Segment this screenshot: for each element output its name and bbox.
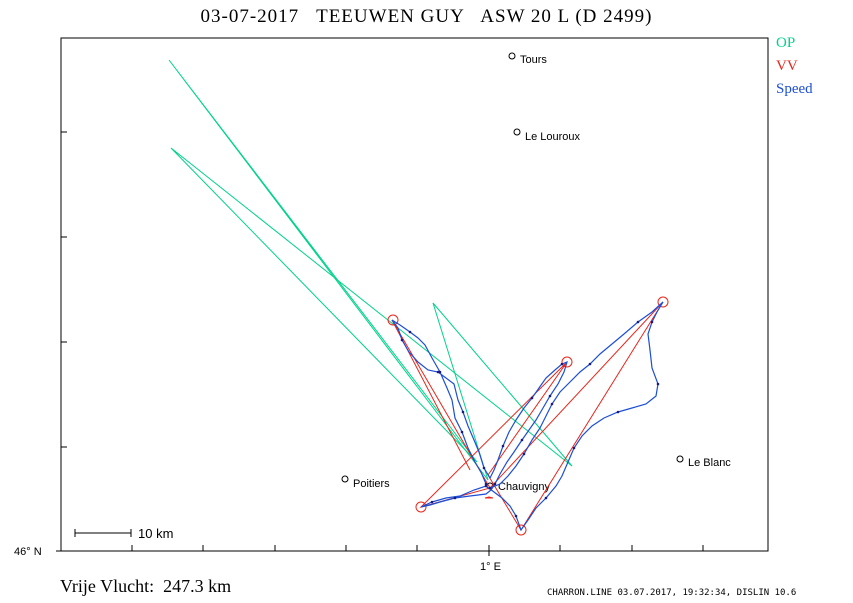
op-line xyxy=(168,59,489,481)
vv-turnpoints xyxy=(387,296,669,536)
place-le-blanc: Le Blanc xyxy=(676,455,731,469)
flight-track xyxy=(391,301,664,532)
place-label: Le Louroux xyxy=(525,131,581,143)
track-fix-dot xyxy=(484,484,488,488)
track-fix-dot xyxy=(544,496,548,500)
track-fix-dot xyxy=(482,466,486,470)
bottom-ticks xyxy=(131,545,704,556)
circle-marker-icon xyxy=(341,475,349,483)
free-flight-distance: Vrije Vlucht: 247.3 km xyxy=(60,576,232,596)
track-fix-dot xyxy=(461,410,465,414)
op-line xyxy=(170,147,573,467)
track-fix-dot xyxy=(400,338,404,342)
track-fix-dot xyxy=(550,402,554,406)
legend-item-speed: Speed xyxy=(776,81,813,97)
legend-item-op: OP xyxy=(776,35,796,51)
legend: OP VV Speed xyxy=(776,32,813,101)
track-fix-dot xyxy=(430,500,434,504)
left-ticks xyxy=(56,131,67,552)
legend-item-vv: VV xyxy=(776,58,798,74)
track-fix-dot xyxy=(520,438,524,442)
track-fix-dot xyxy=(650,320,654,324)
track-segment xyxy=(391,301,664,532)
place-chauvigny: Chauvigny xyxy=(486,481,550,493)
track-fix-dot xyxy=(588,362,592,366)
start-triangle xyxy=(484,496,494,499)
track-fix-dot xyxy=(514,514,518,518)
lon-axis-label: 1° E xyxy=(480,561,501,573)
track-fix-dot xyxy=(488,486,492,490)
place-label: Le Blanc xyxy=(688,457,731,469)
track-fix-dot xyxy=(548,394,552,398)
place-le-louroux: Le Louroux xyxy=(513,128,581,143)
track-fix-dot xyxy=(460,430,464,434)
map-title: 03-07-2017 TEEUWEN GUY ASW 20 L (D 2499) xyxy=(200,6,653,27)
place-label: Tours xyxy=(520,54,547,66)
circle-marker-icon xyxy=(513,128,521,136)
software-stamp: CHARRON.LINE 03.07.2017, 19:32:34, DISLI… xyxy=(547,588,797,598)
track-fix-dot xyxy=(501,444,505,448)
track-fix-dot xyxy=(656,382,660,386)
map-frame xyxy=(60,37,769,552)
track-fix-dot xyxy=(453,496,457,500)
place-label: Chauvigny xyxy=(498,481,550,493)
track-fix-dot xyxy=(484,482,488,486)
place-poitiers: Poitiers xyxy=(341,475,390,490)
circle-marker-icon xyxy=(676,455,684,463)
track-fix-dot xyxy=(438,370,442,374)
track-fix-dot xyxy=(636,320,640,324)
turnpoint-circle xyxy=(657,296,669,308)
track-fix-dot xyxy=(522,452,526,456)
track-fix-dot xyxy=(572,446,576,450)
track-fixes xyxy=(400,320,660,518)
track-fix-dot xyxy=(408,330,412,334)
track-fix-dot xyxy=(560,362,564,366)
track-fix-dot xyxy=(493,482,497,486)
turnpoint-circle xyxy=(561,356,573,368)
turnpoint-circle xyxy=(415,501,427,513)
track-fix-dot xyxy=(436,370,440,374)
track-fix-dot xyxy=(616,410,620,414)
vv-line xyxy=(391,301,664,531)
turnpoint-circle xyxy=(515,524,527,536)
op-line xyxy=(432,302,573,481)
circle-marker-icon xyxy=(508,52,516,60)
place-label: Poitiers xyxy=(353,478,390,490)
scale-bar-label: 10 km xyxy=(138,526,173,541)
op-task-lines xyxy=(168,59,573,481)
track-fix-dot xyxy=(530,396,534,400)
place-tours: Tours xyxy=(508,52,547,66)
lat-axis-label: 46° N xyxy=(14,546,42,558)
turnpoint-circle xyxy=(387,314,399,326)
scale-bar xyxy=(74,529,132,537)
